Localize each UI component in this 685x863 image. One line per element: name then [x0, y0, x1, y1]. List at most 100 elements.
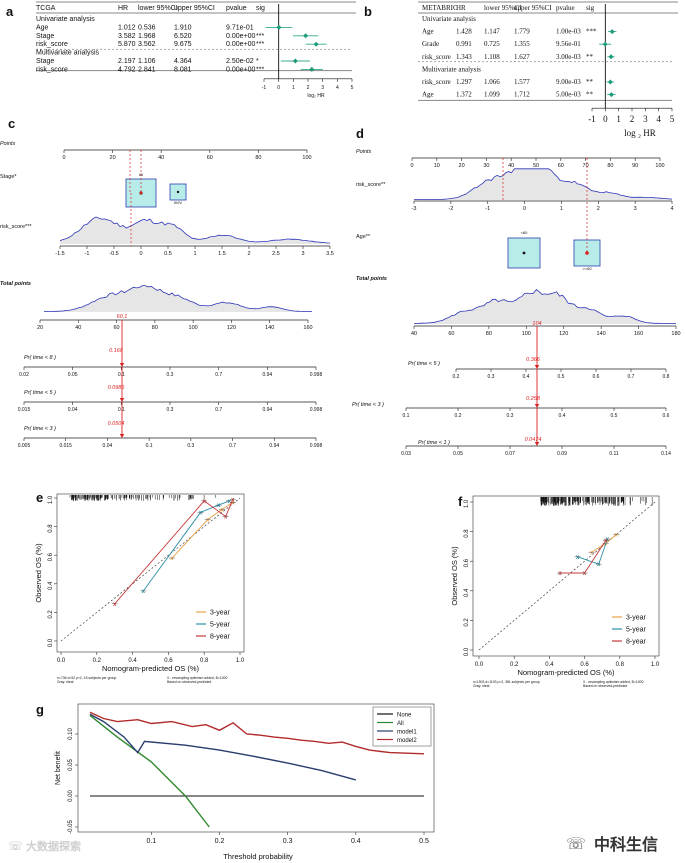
decision-curve-panel: 0.1 0.2 0.3 0.4 0.5 -0.05 0.00 0.05 0.10 Net bene… [55, 703, 435, 861]
tick-label: 0.7 [229, 443, 236, 449]
watermark-right: 中科生信 [594, 835, 658, 854]
tick-label: 0.3 [488, 374, 495, 380]
tick-label: 140 [265, 325, 274, 331]
tick-label: 0.005 [18, 443, 31, 449]
tick-label: 0.94 [269, 443, 279, 449]
tick-label: 0 [603, 114, 608, 124]
hr-marker [292, 58, 298, 64]
tick-label: 120 [559, 331, 568, 337]
box-dot [522, 251, 526, 255]
tick-label: 0.05 [453, 451, 463, 457]
calibration-panel-f: 0.0 0.0 0.2 0.2 0.4 0.4 0.6 0.6 0.8 0.8 1.0 1.0 Obse… [450, 495, 660, 688]
tick-label: 0.4 [559, 413, 566, 419]
tick-label: 0.04 [68, 407, 78, 413]
tick-label: 5 [670, 114, 675, 124]
row-value: 1.00e-03 [556, 28, 581, 36]
row-label: Total points [356, 276, 387, 282]
legend-label: model2 [397, 738, 417, 744]
tick-label: 4 [336, 85, 339, 91]
panel-letter-d: d [356, 126, 364, 141]
box-label: >=60 [582, 266, 592, 271]
row-value: *** [586, 28, 597, 36]
tick-label: 140 [597, 331, 606, 337]
wechat-icon: ☏ [8, 839, 23, 853]
tick-label: 0.3 [507, 413, 514, 419]
hr-marker [602, 41, 608, 47]
marker-arrowhead [119, 363, 125, 367]
table-header: METABRIC [422, 4, 458, 12]
tick-label: 0.6 [580, 662, 589, 668]
panel-letter-a: a [6, 4, 14, 19]
tick-label: 0.998 [310, 372, 323, 378]
tick-label: -1 [588, 114, 596, 124]
tick-label: 20 [37, 325, 43, 331]
x-axis-label: Nomogram-predicted OS (%) [517, 668, 615, 677]
tick-label: 80 [486, 331, 492, 337]
row-label: risk_score** [356, 182, 386, 188]
tick-label: 60 [114, 325, 120, 331]
row-value: 3.562 [138, 41, 156, 48]
table-header: upper 95%CI [514, 4, 552, 12]
tick-label: 0.998 [310, 407, 323, 413]
tick-label: 1 [292, 85, 295, 91]
tick-label: 2 [597, 206, 600, 212]
tick-label: 70 [583, 163, 589, 169]
tick-label: 0.4 [351, 838, 361, 845]
tick-label: 0.8 [464, 529, 470, 538]
series-point: x [558, 571, 562, 577]
series-model1 [89, 713, 356, 781]
row-label: Total points [0, 281, 31, 287]
footnote: Gray: ideal [473, 684, 490, 688]
plot-frame [56, 493, 245, 653]
row-value: 1.147 [484, 28, 500, 36]
row-name: risk_score [36, 66, 68, 73]
tick-label: 40 [158, 155, 164, 161]
prob-axis: 0.02 0.05 0.1 0.3 0.7 0.94 0.998 [19, 366, 323, 378]
footnote: Based on observed-predicted [167, 680, 211, 684]
selected-point [139, 191, 143, 195]
legend-label: 5-year [210, 622, 231, 629]
marker-value: 0.166 [109, 348, 124, 354]
row-label: Stage* [0, 174, 17, 180]
tick-label: 0.10 [68, 728, 74, 740]
row-value: 9.675 [174, 41, 192, 48]
tick-label: 0.015 [59, 443, 72, 449]
row-name: Stage [36, 33, 54, 40]
row-value: 9.00e-03 [556, 78, 581, 86]
tick-label: 0.7 [215, 407, 222, 413]
box-dot [176, 190, 180, 194]
wechat-icon: ☏ [566, 836, 586, 853]
marker-value: 0.258 [526, 396, 541, 402]
series-point: x [583, 571, 587, 577]
series-8-year [114, 499, 234, 605]
risk-axis: -3 -2 -1 0 1 2 3 4 [412, 200, 674, 212]
row-value: 1.099 [484, 91, 500, 99]
row-label: Pr( time < 1 ) [418, 440, 450, 446]
tick-label: 100 [655, 163, 664, 169]
series-point: x [199, 510, 203, 516]
tick-label: 0.2 [510, 662, 519, 668]
row-name: Age [36, 24, 49, 31]
calibration-panel-e: 0.0 0.0 0.2 0.2 0.4 0.4 0.6 0.6 0.8 0.8 1.0 1.0 Obse… [34, 493, 245, 684]
tick-label: 0.6 [464, 558, 470, 567]
table-header: pvalue [226, 5, 247, 12]
row-value: 5.870 [118, 41, 136, 48]
row-value: 9.56e-01 [556, 40, 581, 48]
tick-label: 0.4 [128, 658, 137, 664]
legend-label: model1 [397, 730, 417, 736]
row-value: 4.792 [118, 66, 136, 73]
tick-label: -1.5 [55, 251, 64, 257]
row-label: Pr( time < 5 ) [408, 361, 440, 367]
tick-label: -1 [485, 206, 490, 212]
row-value: 1.968 [138, 33, 156, 40]
marker-value: 0.0986 [108, 385, 126, 391]
tick-label: 80 [607, 163, 613, 169]
row-value: 2.50e-02 [226, 58, 254, 65]
footnote: X - resampling optimism added, B=1000 [583, 680, 644, 684]
prob-axis: 0.03 0.05 0.07 0.09 0.11 0.14 [401, 445, 671, 457]
tick-label: 40 [411, 331, 417, 337]
tick-label: 20 [110, 155, 116, 161]
tick-label: 0.3 [283, 838, 293, 845]
row-value: 0.00e+00 [226, 41, 255, 48]
